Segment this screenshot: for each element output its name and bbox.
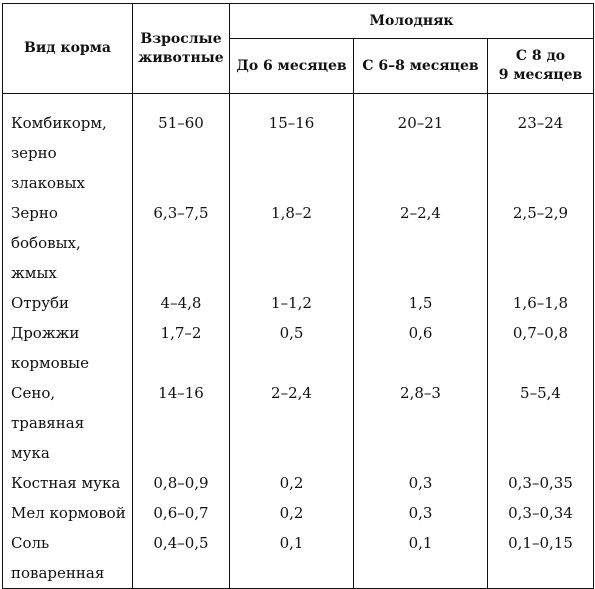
table-row: Отруби 4–4,8 1–1,2 1,5 1,6–1,8: [2, 288, 594, 318]
feed-name-line: кормовые: [11, 354, 89, 372]
cell-8-9-months: 5–5,4: [487, 378, 594, 468]
table-row: Сено, травяная мука 14–16 2–2,4 2,8–3 5–5,4: [2, 378, 594, 468]
cell-adult: 0,8–0,9: [132, 468, 230, 498]
cell-6-8-months: 0,3: [353, 468, 488, 498]
table-body: Комбикорм, зерно злаковых 51–60 15–16 20–21 23…: [2, 93, 594, 589]
cell-adult: 0,6–0,7: [132, 498, 230, 528]
cell-feed-type: Соль поваренная: [2, 528, 133, 589]
cell-6-8-months: 20–21: [353, 108, 488, 198]
header-feed-type: Вид корма: [2, 3, 133, 94]
feed-name-line: Отруби: [11, 294, 70, 312]
header-6-8-months: С 6–8 месяцев: [353, 38, 488, 94]
table-row: Дрожжи кормовые 1,7–2 0,5 0,6 0,7–0,8: [2, 318, 594, 378]
feed-name-line: Соль: [11, 534, 50, 552]
cell-feed-type: Дрожжи кормовые: [2, 318, 133, 378]
cell-adult: 4–4,8: [132, 288, 230, 318]
cell-up-to-6-months: 0,5: [229, 318, 354, 378]
feed-name-line: мука: [11, 444, 50, 462]
table-row: Комбикорм, зерно злаковых 51–60 15–16 20–21 23…: [2, 108, 594, 198]
cell-8-9-months: 2,5–2,9: [487, 198, 594, 288]
table-row: Зерно бобовых, жмых 6,3–7,5 1,8–2 2–2,4 2,5–2…: [2, 198, 594, 288]
cell-adult: 14–16: [132, 378, 230, 468]
cell-8-9-months: 23–24: [487, 108, 594, 198]
cell-adult: 51–60: [132, 108, 230, 198]
cell-adult: 0,4–0,5: [132, 528, 230, 589]
feed-name-line: злаковых: [11, 174, 85, 192]
cell-feed-type: Костная мука: [2, 468, 133, 498]
cell-adult: 1,7–2: [132, 318, 230, 378]
cell-6-8-months: 1,5: [353, 288, 488, 318]
cell-6-8-months: 2,8–3: [353, 378, 488, 468]
feed-name-line: Дрожжи: [11, 324, 80, 342]
feed-norms-table: Вид корма Взрослые животные Молодняк До 6…: [2, 3, 594, 589]
cell-feed-type: Комбикорм, зерно злаковых: [2, 108, 133, 198]
cell-6-8-months: 0,6: [353, 318, 488, 378]
cell-6-8-months: 0,3: [353, 498, 488, 528]
cell-6-8-months: 2–2,4: [353, 198, 488, 288]
cell-adult: 6,3–7,5: [132, 198, 230, 288]
cell-up-to-6-months: 0,1: [229, 528, 354, 589]
cell-8-9-months: 0,3–0,35: [487, 468, 594, 498]
cell-8-9-months: 0,7–0,8: [487, 318, 594, 378]
spacer-row: [2, 93, 594, 108]
cell-up-to-6-months: 1–1,2: [229, 288, 354, 318]
cell-8-9-months: 0,3–0,34: [487, 498, 594, 528]
feed-name-line: Сено, травяная: [11, 384, 85, 432]
header-8-9-months: С 8 до 9 месяцев: [487, 38, 594, 94]
cell-feed-type: Мел кормовой: [2, 498, 133, 528]
header-adult-animals: Взрослые животные: [132, 3, 230, 94]
header-up-to-6-months: До 6 месяцев: [229, 38, 354, 94]
feed-name-line: Мел кормовой: [11, 504, 126, 522]
cell-up-to-6-months: 0,2: [229, 498, 354, 528]
cell-feed-type: Сено, травяная мука: [2, 378, 133, 468]
feed-name-line: поваренная: [11, 564, 105, 582]
cell-feed-type: Отруби: [2, 288, 133, 318]
feed-name-line: зерно: [11, 144, 57, 162]
header-young-stock: Молодняк: [229, 3, 594, 39]
cell-up-to-6-months: 1,8–2: [229, 198, 354, 288]
page: Вид корма Взрослые животные Молодняк До 6…: [2, 3, 594, 589]
feed-name-line: жмых: [11, 264, 57, 282]
table-row: Соль поваренная 0,4–0,5 0,1 0,1 0,1–0,15: [2, 528, 594, 589]
cell-8-9-months: 0,1–0,15: [487, 528, 594, 589]
cell-feed-type: Зерно бобовых, жмых: [2, 198, 133, 288]
cell-up-to-6-months: 0,2: [229, 468, 354, 498]
feed-name-line: Костная мука: [11, 474, 121, 492]
table-row: Мел кормовой 0,6–0,7 0,2 0,3 0,3–0,34: [2, 498, 594, 528]
feed-name-line: Комбикорм,: [11, 114, 107, 132]
cell-up-to-6-months: 2–2,4: [229, 378, 354, 468]
cell-6-8-months: 0,1: [353, 528, 488, 589]
cell-8-9-months: 1,6–1,8: [487, 288, 594, 318]
feed-name-line: Зерно бобовых,: [11, 204, 81, 252]
cell-up-to-6-months: 15–16: [229, 108, 354, 198]
table-row: Костная мука 0,8–0,9 0,2 0,3 0,3–0,35: [2, 468, 594, 498]
